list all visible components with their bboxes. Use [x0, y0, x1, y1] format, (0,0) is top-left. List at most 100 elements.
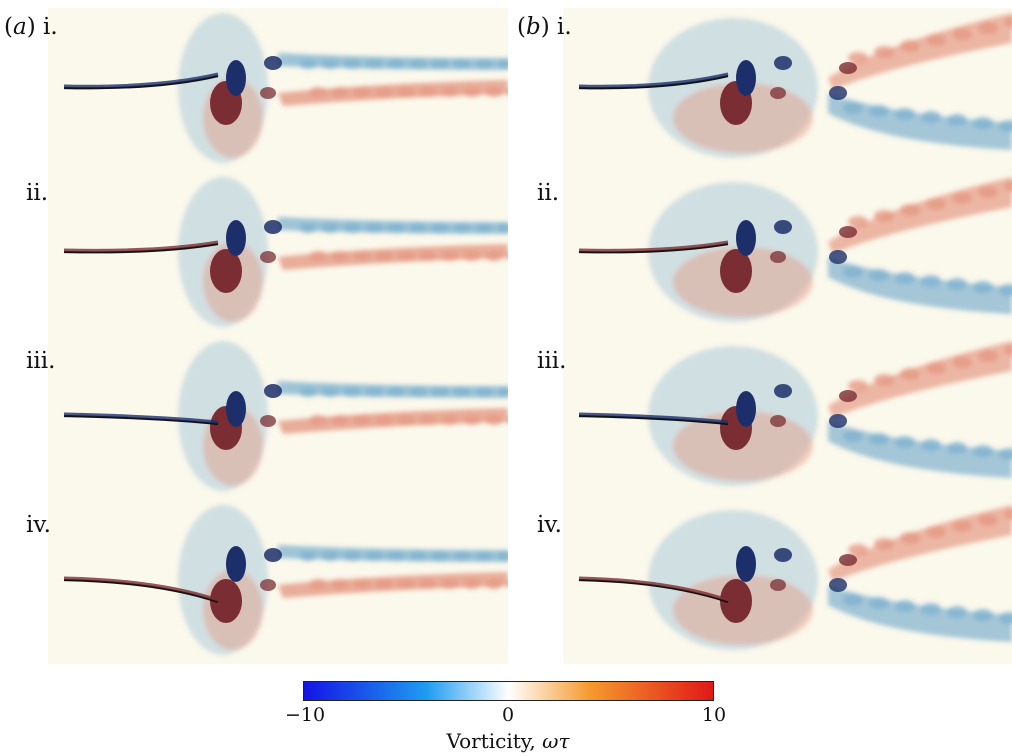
- wake-vortex-blob: [375, 579, 393, 589]
- wake-vortex-blob: [952, 28, 972, 40]
- colorbar-tick-min: −10: [284, 704, 326, 726]
- wake-vortex-blob: [453, 387, 471, 397]
- wake-vortex-blob: [497, 551, 508, 561]
- wake-vortex-blob: [365, 551, 383, 561]
- colorbar-title: Vorticity, ωτ: [446, 731, 569, 751]
- positive-vortex-core: [839, 62, 857, 74]
- wake-vortex-blob: [299, 223, 317, 233]
- vorticity-panel-b-4: [563, 500, 1012, 664]
- wake-vortex-blob: [947, 606, 967, 618]
- wake-vortex-blob: [475, 387, 493, 397]
- wake-vortex-blob: [497, 59, 508, 69]
- wake-vortex-blob: [999, 612, 1012, 624]
- wake-vortex-blob: [299, 551, 317, 561]
- wake-vortex-blob: [978, 186, 998, 198]
- wake-vortex-blob: [843, 594, 863, 606]
- negative-vortex-core: [264, 548, 282, 562]
- wake-vortex-blob: [353, 251, 371, 261]
- wake-vortex-blob: [463, 579, 481, 589]
- negative-vortex-core: [226, 546, 246, 582]
- wake-vortex-blob: [507, 417, 508, 423]
- panel-label-b-4: iv.: [537, 512, 562, 538]
- negative-vortex-core: [736, 546, 756, 582]
- wake-vortex-blob: [978, 350, 998, 362]
- wake-vortex-blob: [463, 251, 481, 261]
- negative-vortex-core: [264, 384, 282, 398]
- vorticity-field: [578, 13, 1012, 158]
- wake-vortex-blob: [353, 415, 371, 425]
- vorticity-panel-a-1: [48, 8, 508, 172]
- wake-vortex-blob: [321, 387, 339, 397]
- positive-vortex-core: [720, 249, 752, 293]
- wake-vortex-blob: [973, 609, 993, 621]
- wake-vortex-blob: [453, 551, 471, 561]
- positive-vortex-core: [839, 226, 857, 238]
- shear-layer: [63, 240, 219, 252]
- shear-layer: [578, 240, 729, 252]
- wake-vortex-blob: [978, 22, 998, 34]
- wake-vortex-blob: [409, 551, 427, 561]
- negative-vortex-core: [264, 56, 282, 70]
- wake-vortex-blob: [973, 117, 993, 129]
- positive-vortex-core: [770, 415, 786, 427]
- wake-vortex-blob: [409, 387, 427, 397]
- wake-vortex-blob: [874, 210, 894, 222]
- shear-layer: [578, 72, 729, 88]
- wake-vortex-blob: [431, 387, 449, 397]
- wake-vortex-blob: [309, 87, 327, 97]
- wake-vortex-blob: [441, 415, 459, 425]
- wake-vortex-blob: [1004, 344, 1012, 356]
- wake-vortex-blob: [387, 59, 405, 69]
- wake-vortex-blob: [874, 374, 894, 386]
- vorticity-field: [63, 341, 508, 491]
- negative-vortex-core: [736, 60, 756, 96]
- wake-vortex-blob: [299, 387, 317, 397]
- vorticity-panel-b-1: [563, 8, 1012, 172]
- wake-vortex-blob: [497, 387, 508, 397]
- panel-label-a-2: ii.: [26, 180, 49, 206]
- wake-vortex-blob: [947, 442, 967, 454]
- shear-layer: [578, 576, 729, 602]
- shear-layer: [63, 412, 219, 424]
- wake-vortex-blob: [463, 415, 481, 425]
- wake-vortex-blob: [441, 87, 459, 97]
- wake-vortex-blob: [973, 445, 993, 457]
- wake-vortex-blob: [431, 551, 449, 561]
- wake-vortex-blob: [353, 579, 371, 589]
- wake-vortex-blob: [900, 532, 920, 544]
- wake-vortex-blob: [375, 251, 393, 261]
- wake-vortex-blob: [497, 223, 508, 233]
- group-letter: a: [12, 14, 27, 40]
- wake-vortex-blob: [926, 198, 946, 210]
- wake-vortex-blob: [321, 551, 339, 561]
- shear-layer: [578, 412, 729, 424]
- flexible-plate: [578, 242, 729, 254]
- wake-vortex-blob: [895, 108, 915, 120]
- wake-vortex-blob: [900, 204, 920, 216]
- wake-vortex-blob: [409, 59, 427, 69]
- positive-vortex-core: [210, 579, 242, 623]
- panel-label-b-3: iii.: [537, 348, 567, 374]
- wake-vortex-blob: [353, 87, 371, 97]
- wake-vortex-blob: [485, 251, 503, 261]
- wake-vortex-blob: [309, 251, 327, 261]
- negative-vortex-core: [736, 391, 756, 427]
- positive-vortex-core: [770, 251, 786, 263]
- vorticity-panel-a-3: [48, 336, 508, 500]
- wake-vortex-blob: [475, 59, 493, 69]
- wake-vortex-blob: [921, 603, 941, 615]
- flexible-plate: [578, 74, 729, 90]
- wake-vortex-blob: [365, 387, 383, 397]
- vorticity-panel-a-4: [48, 500, 508, 664]
- wake-vortex-blob: [895, 436, 915, 448]
- negative-vortex-core: [774, 56, 792, 70]
- wake-vortex-blob: [947, 114, 967, 126]
- wake-vortex-blob: [331, 415, 349, 425]
- colorbar-tick-zero: 0: [501, 704, 515, 726]
- vorticity-panel-b-3: [563, 336, 1012, 500]
- wake-vortex-blob: [1004, 16, 1012, 28]
- wake-vortex-blob: [431, 223, 449, 233]
- vorticity-panel-b-2: [563, 172, 1012, 336]
- shear-layer: [63, 72, 219, 88]
- lower-wake-streak: [278, 408, 508, 434]
